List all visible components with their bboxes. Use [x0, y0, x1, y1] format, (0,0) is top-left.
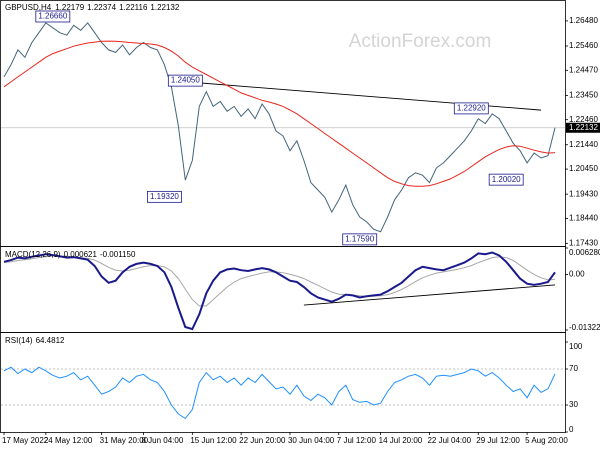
- level-label: 1.22920: [457, 104, 486, 113]
- y-tick-label: 1.20450: [569, 164, 598, 173]
- y-tick-label: 0.006280: [569, 248, 600, 257]
- current-price-label: 1.22132: [569, 123, 598, 132]
- level-box: [147, 190, 182, 203]
- y-tick-label: 1.18440: [569, 214, 598, 223]
- x-tick-label: 7 Jul 12:00: [337, 436, 377, 445]
- y-tick-label: 0.00: [569, 270, 585, 279]
- y-tick-label: 0: [569, 425, 574, 434]
- x-tick-label: 30 Jun 04:00: [288, 436, 335, 445]
- level-box: [35, 10, 71, 23]
- y-tick-label: 1.21440: [569, 140, 598, 149]
- ohlc-value: 1.22374: [87, 3, 116, 12]
- x-tick-label: 31 May 20:00: [100, 436, 149, 445]
- y-tick-label: 1.22460: [569, 115, 598, 124]
- moving-average: [3, 40, 556, 187]
- trendline: [303, 284, 556, 306]
- y-tick-label: -0.013223: [569, 323, 600, 332]
- ohlc-value: 1.22132: [150, 3, 179, 12]
- rsi-line: [3, 366, 556, 420]
- y-tick-label: 1.19430: [569, 189, 598, 198]
- x-tick-label: 29 Jul 12:00: [476, 436, 520, 445]
- x-tick-label: 24 May 12:00: [44, 436, 93, 445]
- level-label: 1.26660: [38, 12, 67, 21]
- x-tick-label: 5 Aug 20:00: [525, 436, 568, 445]
- indicator-value: 64.4812: [36, 336, 65, 345]
- indicator-value: 0.000621: [64, 250, 98, 259]
- y-tick-label: 70: [569, 364, 578, 373]
- level-label: 1.24050: [171, 76, 200, 85]
- ohlc-value: 1.22179: [55, 3, 84, 12]
- y-tick-label: 1.25460: [569, 41, 598, 50]
- level-box: [342, 233, 378, 246]
- x-tick-label: 22 Jun 20:00: [239, 436, 286, 445]
- macd-line: [3, 251, 556, 331]
- level-box: [488, 173, 524, 186]
- x-tick-label: 14 Jul 20:00: [379, 436, 423, 445]
- signal-line: [3, 255, 556, 307]
- x-tick-label: 22 Jul 04:00: [427, 436, 471, 445]
- indicator-value: -0.001150: [100, 250, 136, 259]
- level-label: 1.17590: [345, 234, 374, 243]
- x-tick-label: 17 May 2022: [2, 436, 49, 445]
- level-label: 1.19320: [150, 192, 179, 201]
- y-tick-label: 1.24470: [569, 65, 598, 74]
- y-tick-label: 1.17430: [569, 238, 598, 247]
- price-line: [3, 22, 556, 233]
- ohlc-value: 1.22116: [119, 3, 148, 12]
- level-box: [453, 102, 489, 115]
- y-tick-label: 1.23450: [569, 90, 598, 99]
- indicator-title: RSI(14): [5, 336, 33, 345]
- panel-frame: [0, 332, 566, 433]
- x-tick-label: 15 Jun 12:00: [190, 436, 237, 445]
- y-tick-label: 30: [569, 400, 578, 409]
- symbol: GBPUSD,H4: [5, 3, 52, 12]
- level-label: 1.20020: [492, 175, 521, 184]
- current-price-box: [566, 122, 600, 133]
- x-tick-label: 8 Jun 04:00: [141, 436, 183, 445]
- level-box: [167, 74, 203, 87]
- y-tick-label: 100: [569, 342, 583, 351]
- watermark: ActionForex.com: [349, 31, 492, 52]
- indicator-title: MACD(12,26,9): [5, 250, 61, 259]
- y-tick-label: 1.26480: [569, 16, 598, 25]
